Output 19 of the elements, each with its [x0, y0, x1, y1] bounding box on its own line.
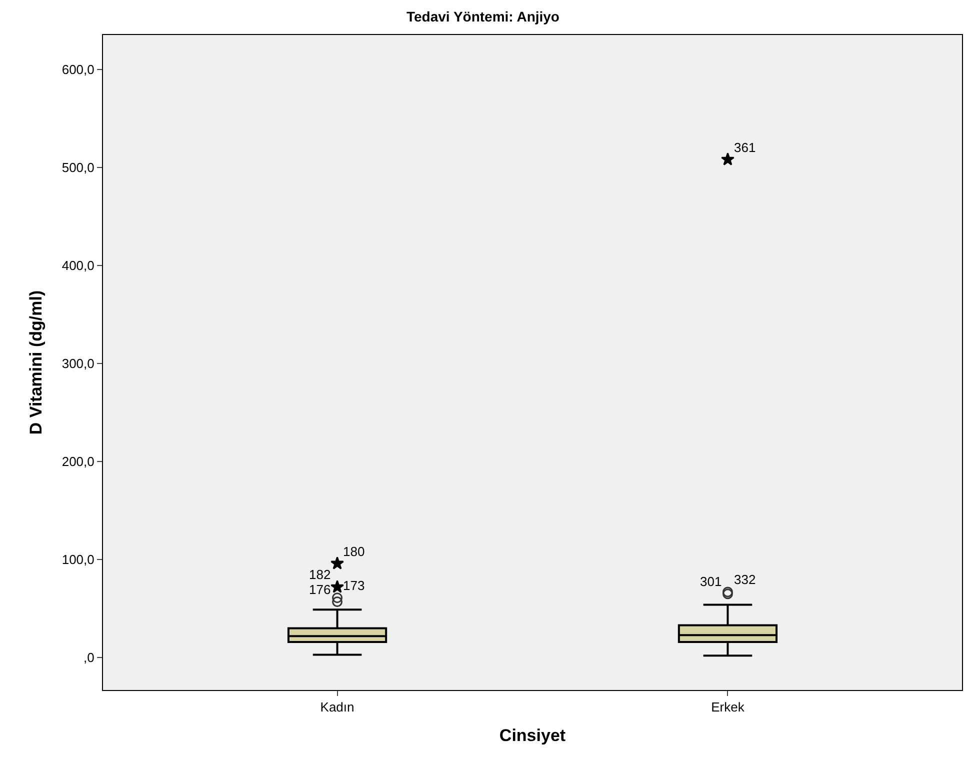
- annotation: 176: [309, 582, 331, 597]
- x-axis-title: Cinsiyet: [499, 726, 566, 745]
- annotation: 180: [343, 544, 365, 559]
- y-tick-label: 300,0: [62, 356, 94, 372]
- y-tick-label: ,0: [84, 650, 94, 666]
- y-tick-label: 200,0: [62, 454, 94, 470]
- y-tick-label: 400,0: [62, 258, 94, 273]
- annotation: 301: [700, 574, 722, 589]
- y-tick-label: 600,0: [62, 62, 94, 77]
- annotation: 332: [734, 572, 756, 587]
- chart-title: Tedavi Yöntemi: Anjiyo: [406, 8, 560, 24]
- y-tick-label: 100,0: [62, 552, 94, 568]
- annotation: 182: [309, 567, 331, 582]
- y-axis-title: D Vitamini (dg/ml): [26, 290, 46, 435]
- annotation: 361: [734, 140, 756, 155]
- x-tick-label: Kadın: [320, 700, 354, 715]
- annotation: 173: [343, 578, 365, 593]
- y-tick-label: 500,0: [62, 160, 94, 175]
- x-tick-label: Erkek: [711, 700, 745, 715]
